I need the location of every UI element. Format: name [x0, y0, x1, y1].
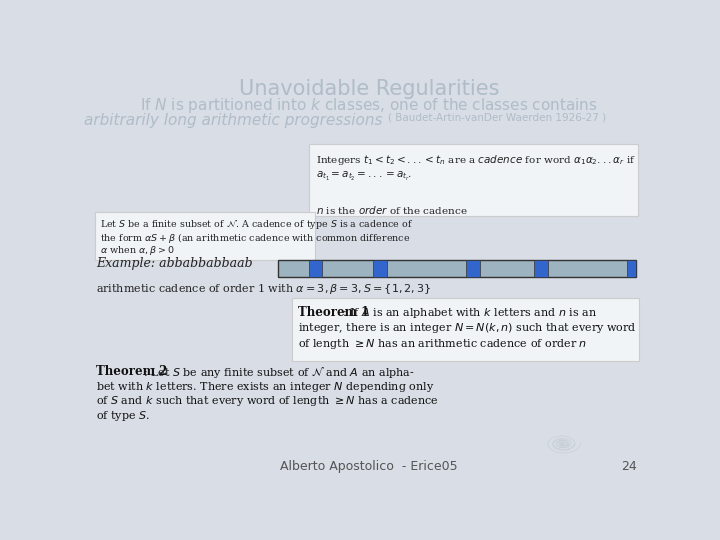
- Text: : If $A$ is an alphabet with $k$ letters and $n$ is an: : If $A$ is an alphabet with $k$ letters…: [342, 306, 597, 320]
- Bar: [373, 260, 387, 278]
- Text: of $S$ and $k$ such that every word of length $\geq N$ has a cadence: of $S$ and $k$ such that every word of l…: [96, 394, 439, 408]
- Bar: [309, 260, 323, 278]
- Bar: [627, 260, 636, 278]
- Text: $\alpha$ when $\alpha, \beta > 0$: $\alpha$ when $\alpha, \beta > 0$: [100, 244, 175, 257]
- Text: $a_{t_1} = a_{t_2} = ... = a_{t_r}$.: $a_{t_1} = a_{t_2} = ... = a_{t_r}$.: [315, 170, 412, 184]
- Text: Let $S$ be a finite subset of $\mathcal{N}$. A cadence of type $S$ is a cadence : Let $S$ be a finite subset of $\mathcal{…: [100, 218, 413, 231]
- FancyBboxPatch shape: [94, 212, 315, 260]
- Text: 24: 24: [621, 460, 636, 473]
- Text: Example: abbabbabbaab: Example: abbabbabbaab: [96, 257, 253, 270]
- Text: Unavoidable Regularities: Unavoidable Regularities: [239, 79, 499, 99]
- Text: Alberto Apostolico  - Erice05: Alberto Apostolico - Erice05: [280, 460, 458, 473]
- Text: bet with $k$ letters. There exists an integer $N$ depending only: bet with $k$ letters. There exists an in…: [96, 380, 435, 394]
- Text: of type $S$.: of type $S$.: [96, 409, 150, 423]
- Text: Theorem 2: Theorem 2: [96, 365, 168, 378]
- Text: Integers $t_1 < t_2 < ... < t_n$ are a $cadence$ for word $\alpha_1\alpha_2...\a: Integers $t_1 < t_2 < ... < t_n$ are a $…: [315, 153, 636, 167]
- Text: arithmetic cadence of order 1 with $\alpha = 3, \beta = 3, S = \{1,2,3\}$: arithmetic cadence of order 1 with $\alp…: [96, 282, 432, 296]
- Text: ( Baudet-Artin-vanDer Waerden 1926-27 ): ( Baudet-Artin-vanDer Waerden 1926-27 ): [388, 112, 606, 123]
- FancyBboxPatch shape: [292, 298, 639, 361]
- Text: $n$ is the $\mathit{order}$ of the cadence: $n$ is the $\mathit{order}$ of the caden…: [315, 204, 467, 216]
- Text: the form $\alpha S+\beta$ (an arithmetic cadence with common difference: the form $\alpha S+\beta$ (an arithmetic…: [100, 231, 410, 245]
- Text: integer, there is an integer $N = N(k,n)$ such that every word: integer, there is an integer $N = N(k,n)…: [297, 321, 636, 335]
- Bar: [279, 260, 636, 278]
- Text: : Let $S$ be any finite subset of $\mathcal{N}$ and $A$ an alpha-: : Let $S$ be any finite subset of $\math…: [143, 365, 415, 380]
- Bar: [467, 260, 480, 278]
- Bar: [534, 260, 548, 278]
- Text: arbitrarily long arithmetic progressions: arbitrarily long arithmetic progressions: [84, 112, 382, 127]
- Text: Theorem 1: Theorem 1: [297, 306, 369, 319]
- Text: If $\mathit{N}$ is partitioned into $k$ classes, one of the classes contains: If $\mathit{N}$ is partitioned into $k$ …: [140, 96, 598, 114]
- FancyBboxPatch shape: [310, 144, 638, 217]
- Text: of length $\geq N$ has an arithmetic cadence of order $n$: of length $\geq N$ has an arithmetic cad…: [297, 336, 587, 350]
